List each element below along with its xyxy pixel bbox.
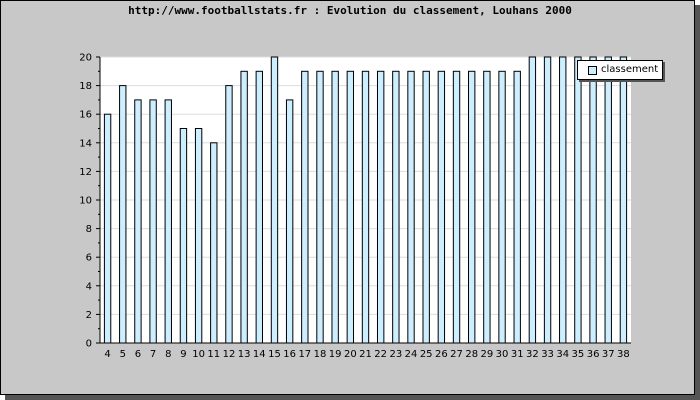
x-tick-label: 28	[465, 349, 478, 360]
x-tick-label: 6	[135, 349, 141, 360]
bar	[149, 99, 157, 344]
bar	[604, 56, 612, 344]
bar	[164, 99, 172, 344]
x-tick-label: 18	[314, 349, 327, 360]
bar	[240, 70, 248, 344]
x-tick-label: 37	[602, 349, 615, 360]
x-tick-label: 24	[405, 349, 418, 360]
x-tick-label: 15	[268, 349, 281, 360]
bar	[513, 70, 521, 344]
legend-label: classement	[601, 64, 659, 75]
y-tick-label: 14	[79, 138, 92, 149]
bar	[134, 99, 142, 344]
x-tick-label: 17	[298, 349, 311, 360]
bar	[619, 56, 628, 344]
bar	[119, 85, 127, 344]
x-tick-label: 12	[223, 349, 236, 360]
bar	[301, 70, 309, 344]
bar	[574, 56, 582, 344]
x-tick-label: 32	[526, 349, 539, 360]
y-tick-label: 20	[79, 53, 92, 64]
x-tick-label: 21	[359, 349, 372, 360]
bar	[559, 56, 567, 344]
bar	[422, 70, 430, 344]
y-tick-label: 8	[86, 224, 92, 235]
x-tick-label: 10	[192, 349, 205, 360]
bar	[316, 70, 324, 344]
bar	[468, 70, 476, 344]
x-tick-label: 7	[150, 349, 156, 360]
x-tick-label: 23	[389, 349, 402, 360]
bar	[255, 70, 263, 344]
bar	[285, 99, 294, 344]
bar	[452, 70, 461, 344]
x-tick-label: 16	[283, 349, 296, 360]
x-tick-label: 11	[207, 349, 220, 360]
x-tick-label: 30	[496, 349, 509, 360]
x-tick-label: 20	[344, 349, 357, 360]
y-tick-label: 12	[79, 167, 92, 178]
bar	[376, 70, 385, 344]
x-tick-label: 25	[420, 349, 433, 360]
bar	[528, 56, 537, 344]
y-tick-label: 18	[79, 81, 92, 92]
bar	[498, 70, 506, 344]
x-tick-label: 13	[238, 349, 251, 360]
bar	[543, 56, 552, 344]
x-tick-label: 19	[329, 349, 342, 360]
x-tick-label: 26	[435, 349, 448, 360]
bar	[225, 85, 233, 344]
bar	[483, 70, 491, 344]
bar	[179, 128, 188, 344]
x-tick-label: 9	[180, 349, 186, 360]
x-tick-label: 22	[374, 349, 387, 360]
x-tick-label: 14	[253, 349, 266, 360]
bar	[331, 70, 339, 344]
bar	[210, 142, 218, 344]
bar	[103, 113, 112, 344]
x-tick-label: 31	[511, 349, 524, 360]
x-tick-label: 8	[165, 349, 171, 360]
x-tick-label: 36	[587, 349, 600, 360]
x-tick-label: 38	[617, 349, 630, 360]
x-tick-label: 5	[120, 349, 126, 360]
chart-title: http://www.footballstats.fr : Evolution …	[128, 4, 572, 17]
bar	[270, 56, 279, 344]
bar	[361, 70, 370, 344]
y-tick-label: 0	[86, 339, 92, 350]
y-tick-label: 10	[79, 196, 92, 207]
bar	[437, 70, 446, 344]
legend-swatch	[588, 66, 597, 75]
x-tick-label: 33	[541, 349, 554, 360]
y-tick-label: 6	[86, 253, 92, 264]
bar	[194, 128, 203, 344]
bar	[407, 70, 415, 344]
y-tick-label: 16	[79, 110, 92, 121]
x-tick-label: 35	[572, 349, 585, 360]
bar	[346, 70, 355, 344]
x-tick-label: 27	[450, 349, 463, 360]
x-tick-label: 29	[481, 349, 494, 360]
bar	[589, 56, 597, 344]
y-tick-label: 4	[86, 281, 92, 292]
x-tick-label: 34	[556, 349, 569, 360]
chart-legend: classement	[577, 60, 663, 80]
x-tick-label: 4	[104, 349, 110, 360]
bar	[392, 70, 400, 344]
y-tick-label: 2	[86, 310, 92, 321]
